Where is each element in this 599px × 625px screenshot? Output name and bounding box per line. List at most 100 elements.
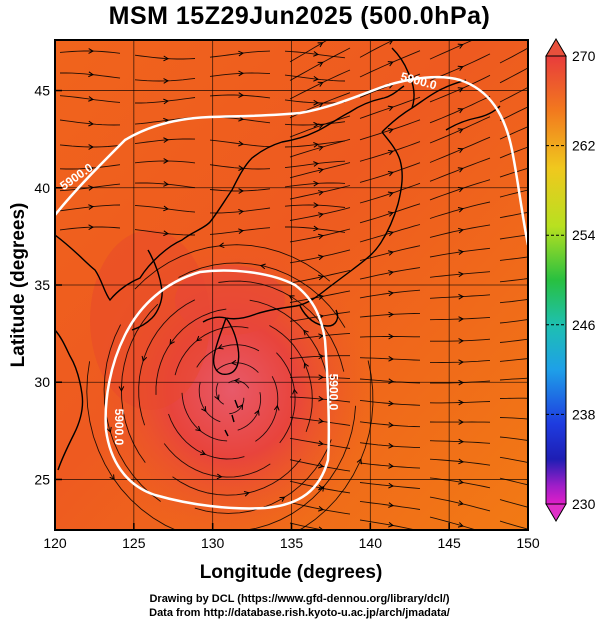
- streamline: [429, 271, 491, 278]
- streamline: [359, 267, 421, 280]
- streamline: [289, 501, 351, 515]
- streamline: [429, 516, 478, 530]
- streamline-arrow: [388, 378, 395, 385]
- streamline-arrow: [195, 425, 202, 432]
- streamline: [359, 245, 421, 262]
- streamline: [181, 392, 228, 442]
- streamline-arrow: [387, 61, 394, 67]
- streamline: [59, 204, 121, 212]
- streamline-arrow: [163, 98, 170, 105]
- streamline: [499, 456, 528, 464]
- colorbar-tick-label: 238: [572, 406, 596, 422]
- colorbar-top-arrow: [545, 38, 567, 57]
- streamline: [359, 336, 420, 338]
- streamline: [134, 77, 196, 82]
- y-tick-label: 30: [34, 374, 50, 390]
- streamline-arrow: [387, 230, 394, 237]
- streamline-arrow: [458, 438, 465, 445]
- streamline-arrow: [388, 270, 394, 276]
- streamline-arrow: [458, 399, 465, 406]
- streamline: [359, 378, 421, 384]
- streamline-arrow: [238, 70, 245, 77]
- streamline: [359, 50, 421, 78]
- streamline: [276, 352, 296, 444]
- colorbar-tick-label: 270: [572, 48, 596, 64]
- x-axis-label: Longitude (degrees): [200, 562, 383, 583]
- streamline: [429, 201, 491, 219]
- streamline-arrow: [238, 92, 245, 98]
- streamline-arrow: [457, 500, 464, 506]
- colorbar-ticks: 270 262 254 246 238 230: [546, 48, 596, 512]
- streamline: [499, 319, 528, 324]
- streamline-arrow: [457, 522, 464, 528]
- streamline-arrow: [387, 211, 394, 217]
- streamline: [215, 362, 259, 373]
- streamline: [429, 95, 491, 124]
- x-tick-label: 125: [122, 535, 146, 551]
- contour-label-5900: 5900.0: [112, 409, 126, 446]
- streamline-arrow: [163, 230, 170, 237]
- streamline: [209, 139, 271, 148]
- streamline: [134, 182, 196, 189]
- streamline-arrow: [313, 142, 320, 148]
- streamline: [289, 185, 351, 200]
- streamline: [86, 361, 177, 530]
- streamline-arrow: [457, 206, 464, 213]
- streamline: [429, 496, 491, 512]
- streamline-arrow: [88, 204, 95, 210]
- streamline: [359, 500, 421, 510]
- y-tick-label: 35: [34, 277, 50, 293]
- streamline: [228, 380, 250, 389]
- streamline: [359, 289, 421, 299]
- colorbar-tick-label: 254: [572, 227, 596, 243]
- y-tick-label: 40: [34, 180, 50, 196]
- streamline-arrow: [457, 43, 464, 49]
- streamline: [244, 405, 357, 530]
- streamline: [209, 94, 271, 99]
- streamline: [134, 54, 196, 60]
- streamline-arrow: [303, 362, 309, 369]
- streamline-arrow: [388, 400, 395, 407]
- streamline-arrow: [163, 137, 170, 143]
- colorbar-scale: [545, 55, 567, 505]
- contour-label-5900: 5900.0: [326, 374, 340, 411]
- streamline: [134, 204, 196, 213]
- streamline: [59, 164, 121, 170]
- colorbar-tick-label: 230: [572, 496, 596, 512]
- streamline-arrow: [313, 180, 320, 187]
- streamline-arrow: [238, 165, 245, 171]
- colorbar-bottom-arrow: [545, 503, 567, 522]
- streamline: [289, 69, 351, 100]
- streamline-arrow: [317, 212, 324, 218]
- streamline: [284, 204, 346, 208]
- streamline: [289, 459, 351, 472]
- streamline: [429, 116, 491, 144]
- streamline-arrow: [318, 462, 324, 469]
- streamline: [499, 417, 528, 420]
- streamline-arrow: [88, 144, 95, 150]
- x-tick-label: 145: [437, 535, 461, 551]
- streamline: [359, 482, 421, 490]
- x-tick-label: 150: [516, 535, 540, 551]
- streamline: [269, 325, 313, 433]
- streamline: [499, 436, 528, 441]
- streamline-arrow: [318, 294, 324, 300]
- streamline-arrow: [163, 181, 170, 187]
- streamline-arrow: [313, 121, 320, 128]
- streamline: [135, 97, 196, 104]
- streamline: [429, 224, 491, 238]
- streamline: [103, 324, 161, 502]
- streamline-arrow: [528, 417, 533, 422]
- streamline-arrow: [318, 506, 324, 512]
- streamline-arrow: [387, 250, 394, 256]
- streamline: [168, 413, 245, 460]
- streamline: [298, 360, 374, 530]
- streamline: [359, 399, 421, 406]
- streamline-arrow: [201, 406, 207, 413]
- streamline: [284, 140, 346, 148]
- x-tick-label: 120: [43, 535, 67, 551]
- streamline: [289, 416, 351, 426]
- streamline: [499, 278, 528, 283]
- streamline: [155, 308, 227, 395]
- streamline: [59, 119, 121, 126]
